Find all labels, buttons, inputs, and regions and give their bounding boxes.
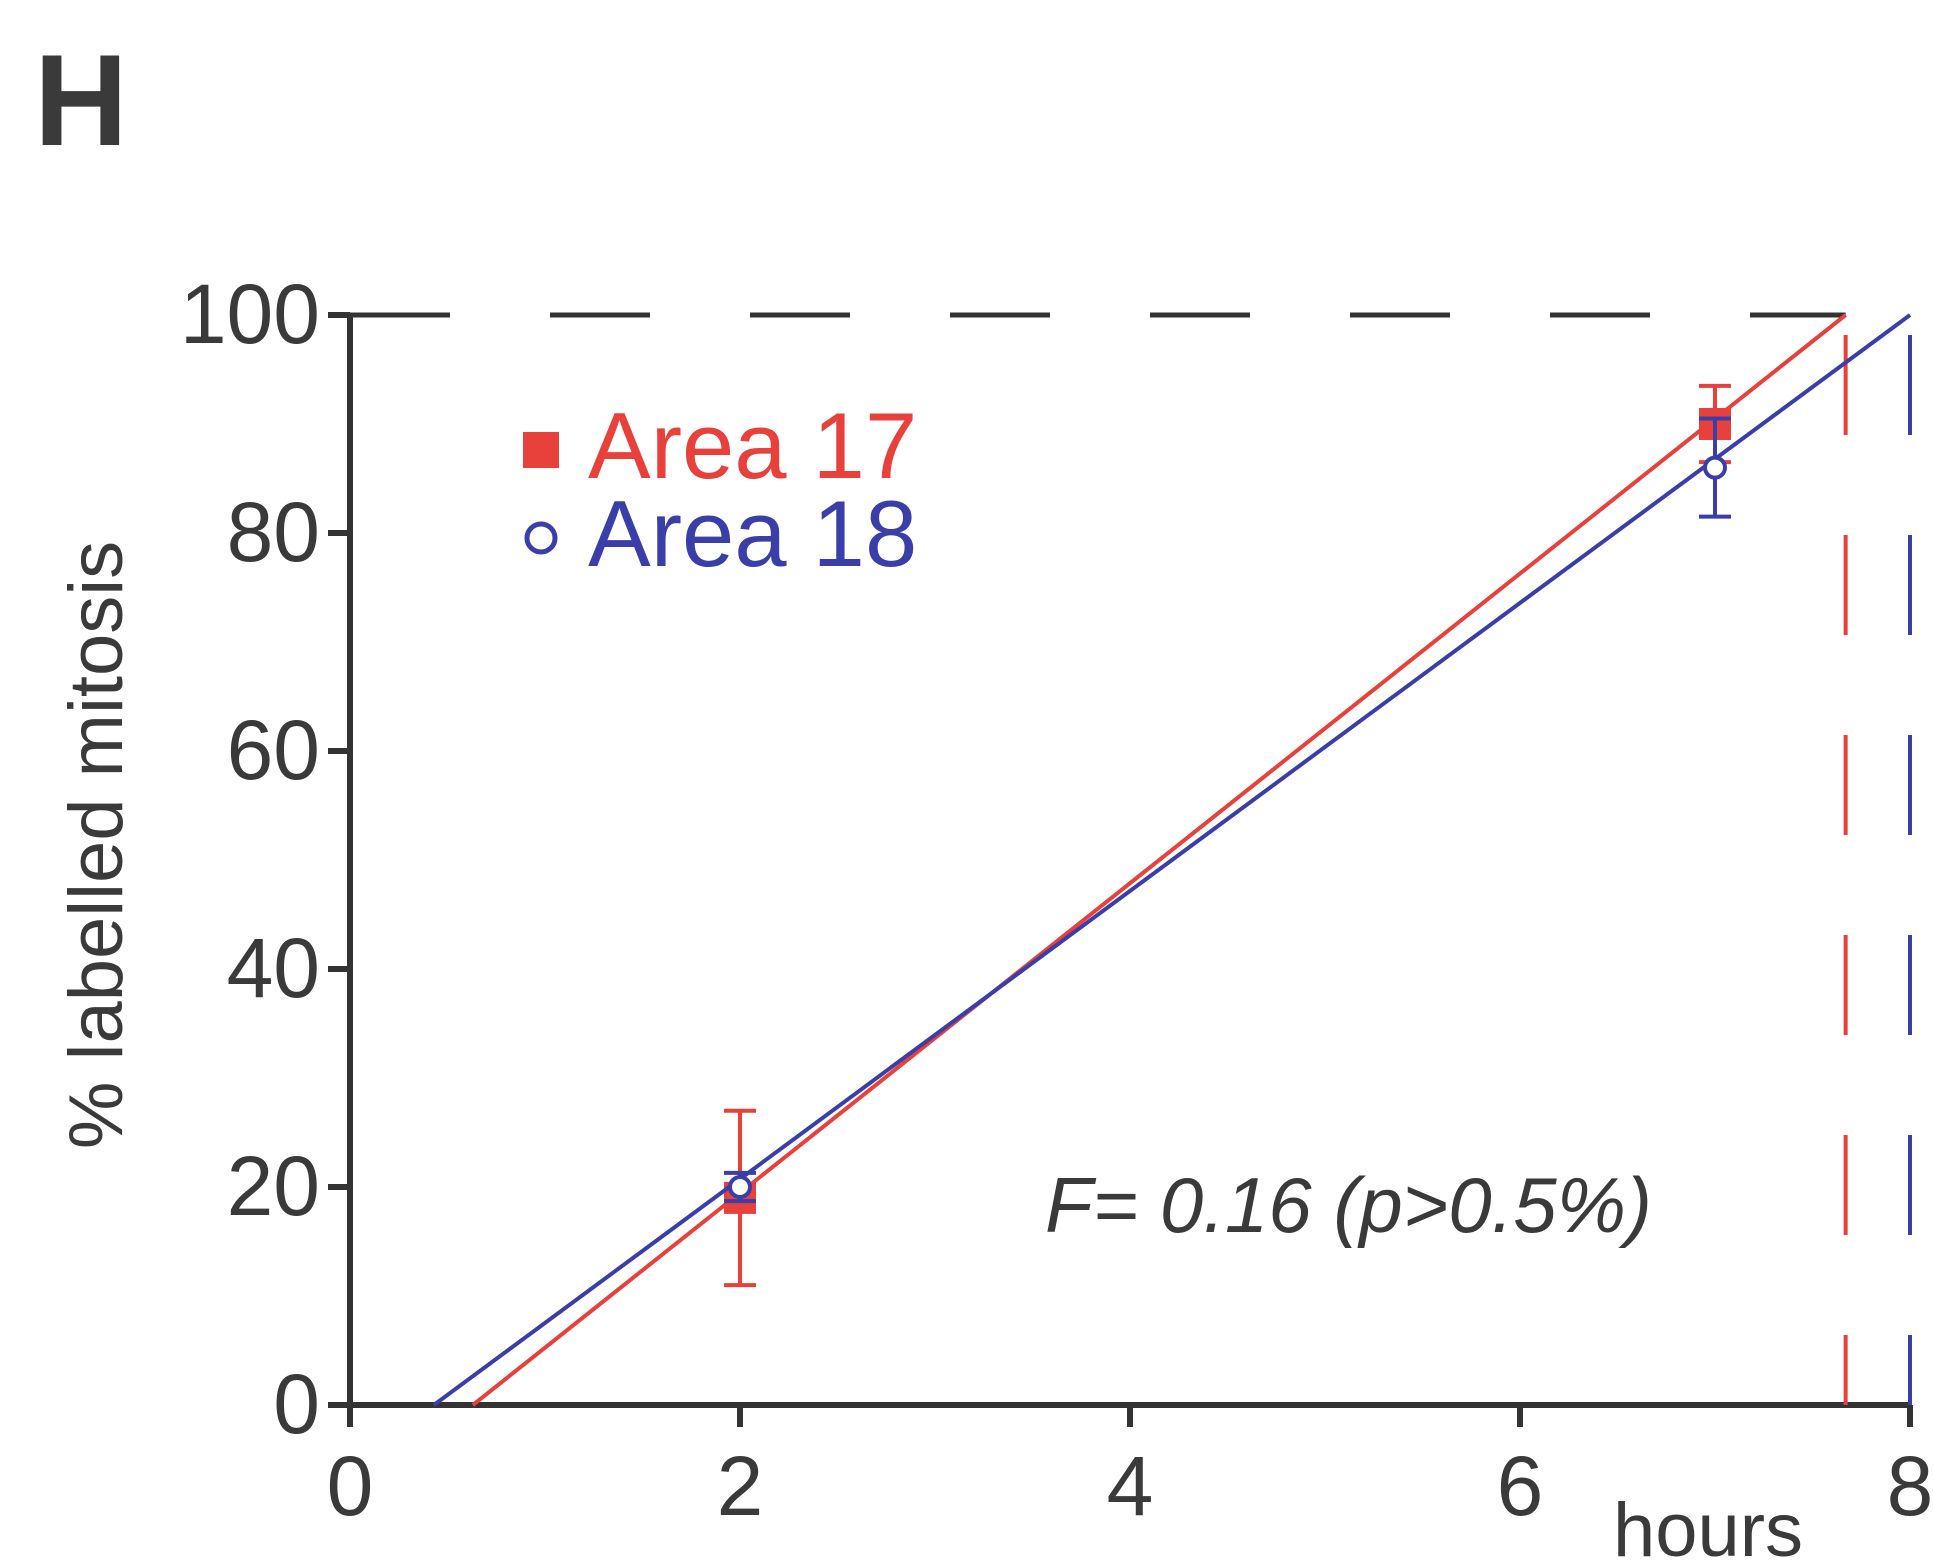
y-axis-label: % labelled mitosis <box>54 541 139 1149</box>
x-tick-label: 4 <box>1107 1439 1154 1533</box>
legend-label-area-18: Area 18 <box>588 481 917 586</box>
y-tick-label: 40 <box>227 921 320 1015</box>
panel-label: H <box>34 27 128 173</box>
plot-area: 0 20 40 60 80 100 0 2 4 6 8 <box>180 267 1934 1533</box>
y-tick-label: 0 <box>273 1357 320 1451</box>
y-tick-label: 60 <box>227 703 320 797</box>
x-tick-label: 0 <box>327 1439 374 1533</box>
area-18-point <box>728 1175 752 1199</box>
legend-marker-area-17 <box>523 432 559 468</box>
y-tick-label: 80 <box>227 485 320 579</box>
area-18-point <box>1703 455 1727 480</box>
legend-marker-area-18 <box>524 521 558 555</box>
legend-label-area-17: Area 17 <box>588 393 917 498</box>
x-tick-label: 6 <box>1497 1439 1544 1533</box>
x-tick-label: 8 <box>1887 1439 1934 1533</box>
x-tick-label: 2 <box>717 1439 764 1533</box>
y-tick-label: 100 <box>180 267 320 361</box>
x-axis-label: hours <box>1613 1488 1803 1568</box>
y-tick-label: 20 <box>227 1139 320 1233</box>
area-18-fit-line <box>432 313 1912 1407</box>
stat-annotation: F= 0.16 (p>0.5%) <box>1045 1161 1652 1249</box>
area-17-fit-line <box>471 313 1847 1407</box>
